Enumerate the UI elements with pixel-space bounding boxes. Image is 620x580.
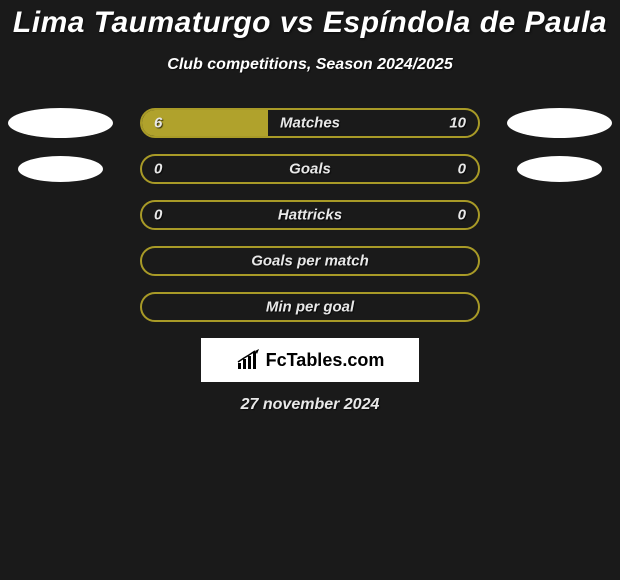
stat-bar: Goals per match [140,246,480,276]
date-text: 27 november 2024 [0,396,620,414]
stat-bar: 610Matches [140,108,480,138]
stat-bar: 00Hattricks [140,200,480,230]
bar-label: Hattricks [142,207,478,224]
bar-label: Goals per match [142,253,478,270]
bar-label: Min per goal [142,299,478,316]
logo-box: FcTables.com [201,338,419,382]
stat-bar: Min per goal [140,292,480,322]
stat-row: 00Goals [0,154,620,184]
right-marker [507,108,612,138]
bar-label: Matches [142,115,478,132]
chart-icon [236,349,262,371]
stat-row: 00Hattricks [0,200,620,230]
subtitle: Club competitions, Season 2024/2025 [0,56,620,74]
stat-bar: 00Goals [140,154,480,184]
stat-rows: 610Matches 00Goals 00Hattricks Goals per ma… [0,108,620,322]
logo-text: FcTables.com [266,350,385,371]
page-title: Lima Taumaturgo vs Espíndola de Paula [0,0,620,40]
left-marker [8,108,113,138]
bar-label: Goals [142,161,478,178]
stat-row: 610Matches [0,108,620,138]
stat-row: Goals per match [0,246,620,276]
left-marker [18,156,103,182]
right-marker [517,156,602,182]
stat-row: Min per goal [0,292,620,322]
